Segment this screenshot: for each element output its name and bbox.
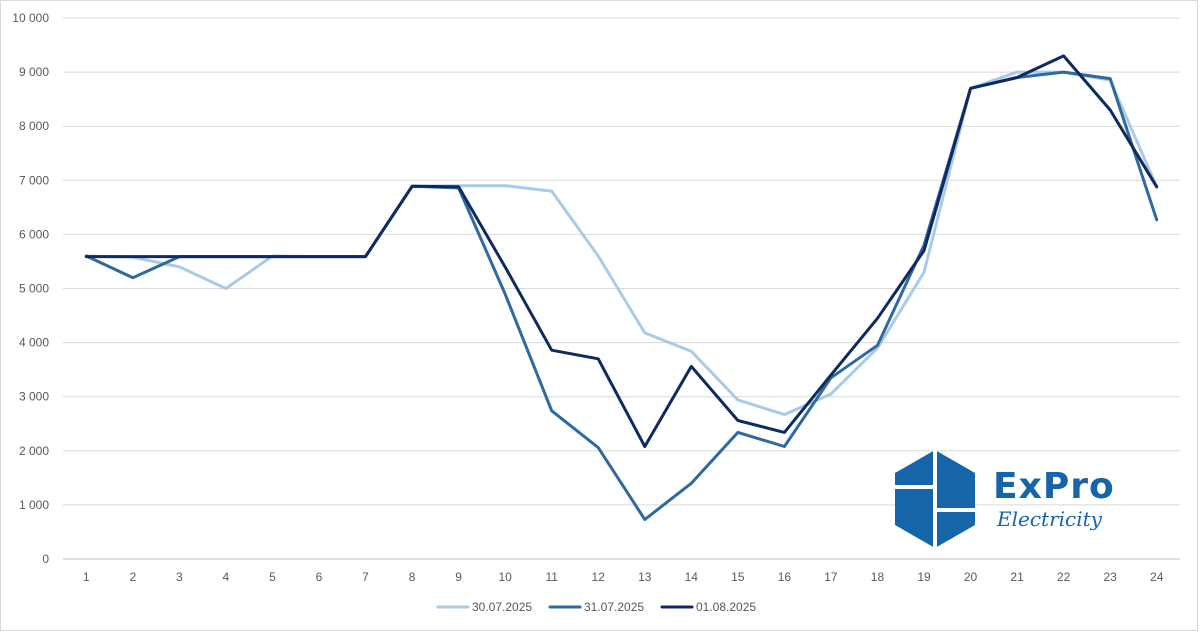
x-tick-label: 3 — [176, 570, 183, 584]
x-tick-label: 10 — [498, 570, 512, 584]
y-tick-label: 6 000 — [19, 227, 49, 241]
x-tick-label: 2 — [129, 570, 136, 584]
x-tick-label: 15 — [731, 570, 745, 584]
gridlines — [63, 17, 1180, 560]
x-tick-label: 4 — [223, 570, 230, 584]
x-tick-label: 8 — [409, 570, 416, 584]
logo-brand-name: ExPro — [993, 466, 1115, 507]
series-line-1 — [84, 70, 1159, 417]
y-tick-label: 8 000 — [19, 119, 49, 133]
series-lines — [84, 54, 1159, 521]
x-tick-label: 18 — [871, 570, 885, 584]
logo-subtitle: Electricity — [997, 507, 1102, 531]
x-tick-label: 20 — [964, 570, 978, 584]
y-tick-label: 0 — [42, 552, 49, 566]
x-tick-label: 5 — [269, 570, 276, 584]
x-tick-label: 14 — [685, 570, 699, 584]
legend-label: 31.07.2025 — [584, 600, 644, 614]
x-tick-label: 7 — [362, 570, 369, 584]
x-tick-label: 1 — [83, 570, 90, 584]
legend: 30.07.2025 31.07.2025 01.08.2025 — [436, 600, 756, 614]
expro-logo: ExPro Electricity — [885, 447, 1165, 551]
x-tick-label: 19 — [917, 570, 931, 584]
x-tick-label: 23 — [1104, 570, 1118, 584]
legend-label: 30.07.2025 — [472, 600, 532, 614]
x-tick-label: 24 — [1150, 570, 1164, 584]
x-tick-label: 17 — [824, 570, 838, 584]
y-tick-label: 10 000 — [12, 11, 49, 25]
x-tick-label: 12 — [592, 570, 606, 584]
y-tick-label: 4 000 — [19, 336, 49, 350]
y-tick-label: 9 000 — [19, 65, 49, 79]
legend-label: 01.08.2025 — [696, 600, 756, 614]
x-tick-label: 6 — [316, 570, 323, 584]
x-tick-label: 13 — [638, 570, 652, 584]
x-tick-label: 9 — [455, 570, 462, 584]
y-tick-label: 7 000 — [19, 173, 49, 187]
series-line-3 — [84, 54, 1159, 448]
y-tick-label: 5 000 — [19, 282, 49, 296]
x-tick-label: 21 — [1010, 570, 1024, 584]
x-axis-ticks: 1 2 3 4 5 6 7 8 9 10 11 12 13 14 15 16 17 18 19 20 21 22 23 24 — [83, 570, 1164, 584]
hexagon-logo-icon — [895, 450, 975, 548]
y-axis-ticks: 0 1 000 2 000 3 000 4 000 5 000 6 000 7 000 8 00… — [12, 11, 49, 566]
x-tick-label: 11 — [545, 570, 558, 584]
y-tick-label: 3 000 — [19, 390, 49, 404]
x-tick-label: 16 — [778, 570, 792, 584]
y-tick-label: 2 000 — [19, 444, 49, 458]
x-tick-label: 22 — [1057, 570, 1071, 584]
y-tick-label: 1 000 — [19, 498, 49, 512]
